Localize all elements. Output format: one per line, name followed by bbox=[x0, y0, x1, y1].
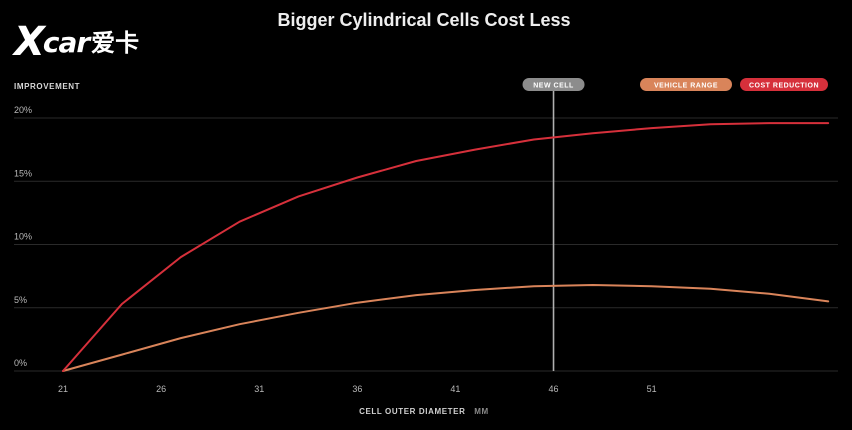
y-axis-label: IMPROVEMENT bbox=[14, 82, 80, 91]
x-tick-label: 21 bbox=[58, 384, 68, 394]
y-tick-label: 10% bbox=[14, 232, 32, 242]
new-cell-annotation: NEW CELL bbox=[522, 78, 585, 371]
x-tick-label: 26 bbox=[156, 384, 166, 394]
x-axis-label-group: CELL OUTER DIAMETER MM bbox=[359, 407, 489, 416]
x-tick-label: 36 bbox=[352, 384, 362, 394]
x-tick-label: 41 bbox=[450, 384, 460, 394]
y-tick-label: 5% bbox=[14, 295, 27, 305]
logo-car-text: car bbox=[42, 26, 90, 59]
legend: VEHICLE RANGE COST REDUCTION bbox=[640, 78, 828, 91]
series-line-cost-reduction bbox=[62, 122, 830, 372]
series-line-vehicle-range bbox=[62, 284, 830, 372]
logo-x-glyph: X bbox=[14, 19, 45, 65]
series-lines bbox=[62, 122, 830, 372]
y-tick-label: 0% bbox=[14, 358, 27, 368]
x-axis-unit: MM bbox=[474, 407, 489, 416]
x-tick-label: 46 bbox=[549, 384, 559, 394]
legend-pill-vehicle-range bbox=[640, 78, 732, 91]
gridlines bbox=[14, 117, 838, 372]
x-tick-label: 51 bbox=[647, 384, 657, 394]
y-tick-labels: 0% 5% 10% 15% 20% bbox=[14, 105, 32, 368]
x-axis-label: CELL OUTER DIAMETER bbox=[359, 407, 465, 416]
legend-label-cost-reduction: COST REDUCTION bbox=[749, 83, 819, 90]
legend-label-vehicle-range: VEHICLE RANGE bbox=[654, 83, 718, 90]
logo-chinese-text: 爱卡 bbox=[91, 29, 140, 57]
chart-title: Bigger Cylindrical Cells Cost Less bbox=[277, 10, 570, 30]
xcar-watermark-logo: X car 爱卡 bbox=[14, 22, 139, 62]
new-cell-badge bbox=[522, 78, 585, 91]
y-tick-label: 20% bbox=[14, 105, 32, 115]
x-tick-label: 31 bbox=[254, 384, 264, 394]
x-tick-labels: 21 26 31 36 41 46 51 bbox=[58, 384, 657, 394]
new-cell-label: NEW CELL bbox=[533, 83, 574, 90]
y-tick-label: 15% bbox=[14, 168, 32, 178]
legend-pill-cost-reduction bbox=[740, 78, 828, 91]
